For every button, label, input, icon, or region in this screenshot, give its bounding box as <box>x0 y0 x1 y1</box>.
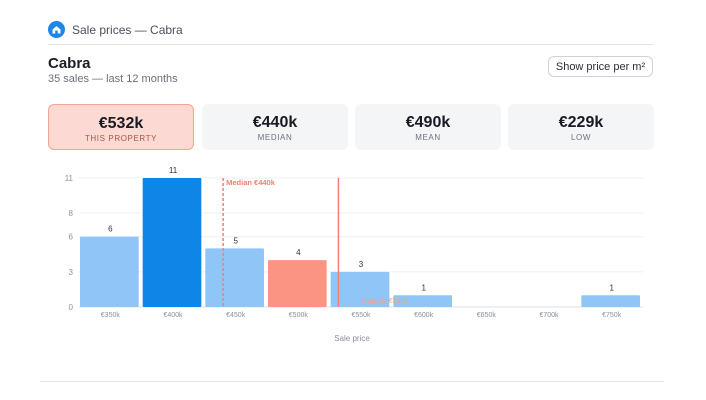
bar-data-label: 4 <box>296 248 301 257</box>
histogram-bar <box>581 295 640 307</box>
property-label: Property €532k <box>360 298 408 305</box>
bar-data-label: 3 <box>359 260 364 269</box>
y-tick-label: 6 <box>69 233 74 242</box>
stat-label: THIS PROPERTY <box>84 134 158 143</box>
histogram-bar <box>268 260 327 307</box>
header-divider <box>48 44 654 45</box>
x-tick-label: €400k <box>163 312 183 319</box>
stat-label: LOW <box>570 133 592 142</box>
stat-value: €532k <box>98 115 144 132</box>
bar-data-label: 5 <box>233 236 238 245</box>
header: Sale prices — Cabra <box>48 20 664 42</box>
y-tick-label: 3 <box>69 268 74 277</box>
home-icon <box>48 21 65 38</box>
stat-value: €440k <box>252 114 298 131</box>
bar-data-label: 1 <box>609 283 614 292</box>
stat-value: €229k <box>558 114 604 131</box>
histogram-bar <box>205 248 264 307</box>
x-tick-label: €600k <box>414 312 434 319</box>
x-tick-label: €650k <box>477 312 497 319</box>
stat-label: MEDIAN <box>257 133 293 142</box>
header-title: Sale prices — Cabra <box>72 23 183 37</box>
y-tick-label: 8 <box>69 209 74 218</box>
x-tick-label: €700k <box>539 312 559 319</box>
footer-divider <box>40 381 664 382</box>
stat-card-mean[interactable]: €490k MEAN <box>355 104 501 150</box>
x-tick-label: €450k <box>226 312 246 319</box>
x-tick-label: €550k <box>351 312 371 319</box>
page-subtitle: 35 sales — last 12 months <box>48 73 178 85</box>
histogram-bar <box>80 236 139 307</box>
x-tick-label: €350k <box>101 312 121 319</box>
page-title: Cabra <box>48 55 91 72</box>
x-tick-label: €750k <box>602 312 622 319</box>
x-axis-title: Sale price <box>334 334 370 343</box>
bar-data-label: 1 <box>421 283 426 292</box>
y-tick-label: 11 <box>65 174 74 183</box>
histogram-bar <box>330 271 390 307</box>
price-per-m2-toggle-button[interactable]: Show price per m² <box>548 56 653 77</box>
y-tick-label: 0 <box>69 303 74 312</box>
stat-label: MEAN <box>415 133 441 142</box>
stat-value: €490k <box>405 114 451 131</box>
histogram-bar <box>393 295 452 307</box>
stat-card-median[interactable]: €440k MEDIAN <box>202 104 348 150</box>
x-tick-label: €500k <box>289 312 309 319</box>
stat-card-low[interactable]: €229k LOW <box>508 104 654 150</box>
histogram-bar <box>142 178 202 307</box>
median-label: Median €440k <box>226 178 276 187</box>
bar-data-label: 11 <box>169 166 178 175</box>
stat-card-this-property[interactable]: €532k THIS PROPERTY <box>48 104 194 150</box>
bar-data-label: 6 <box>108 225 113 234</box>
